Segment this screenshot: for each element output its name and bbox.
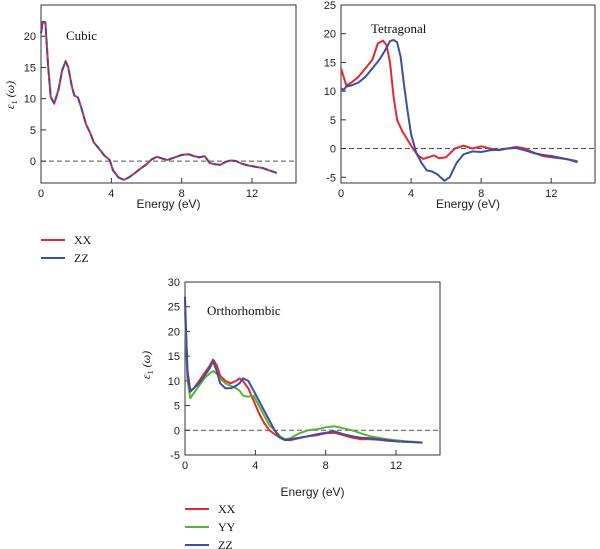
cubic-y-tick-label: 10 (24, 94, 36, 106)
cubic-x-tick-label: 4 (108, 188, 114, 200)
cubic-series-xx-line (40, 20, 278, 181)
cubic-plot-frame (40, 4, 297, 184)
orthorhombic-y-tick-label: 30 (168, 277, 180, 289)
tetragonal-panel-title: Tetragonal (371, 21, 427, 36)
orthorhombic-y-axis-label-rest: (ω) (139, 351, 153, 370)
orthorhombic-plot-frame (184, 281, 441, 456)
orthorhombic-series-zz-line (184, 296, 423, 444)
tetragonal-series-zz-line (340, 39, 578, 182)
orthorhombic-y-tick-label: 15 (168, 351, 180, 363)
cubic-y-tick-label: 0 (30, 156, 36, 168)
orthorhombic-y-axis-label-sub: 1 (146, 370, 155, 374)
cubic-y-tick-label: 5 (30, 125, 36, 137)
cubic-y-axis-label-sub: 1 (10, 100, 19, 104)
orthorhombic-x-tick-label: 4 (252, 460, 258, 472)
cubic-x-tick-label: 8 (179, 188, 185, 200)
cubic-panel-title: Cubic (66, 28, 97, 43)
orthorhombic-y-tick-label: 0 (174, 425, 180, 437)
orthorhombic-y-tick-label: 5 (174, 401, 180, 413)
tetragonal-x-axis-label: Energy (eV) (436, 197, 500, 211)
tetragonal-y-tick-label: 15 (324, 57, 336, 69)
cubic-y-axis-label-text: ε1 (ω) (3, 81, 19, 109)
tetragonal-x-tick-label: 8 (478, 188, 484, 200)
tetragonal-x-tick-label: 0 (338, 188, 344, 200)
orthorhombic-y-tick-label: 20 (168, 326, 180, 338)
orthorhombic-series-xx-line (184, 299, 423, 444)
orthorhombic-series-yy-line (184, 311, 423, 444)
cubic-x-axis-label: Energy (eV) (136, 197, 200, 211)
tetragonal-x-tick-label: 4 (408, 188, 414, 200)
tetragonal-y-tick-label: 10 (324, 86, 336, 98)
tetragonal-y-tick-label: -5 (326, 172, 336, 184)
orthorhombic-y-tick-label: -5 (170, 450, 180, 462)
legend-bottom-label: XX (218, 502, 236, 516)
cubic-x-tick-label: 0 (38, 188, 44, 200)
legend-bottom-label: ZZ (218, 538, 233, 549)
legend-top-label: XX (74, 233, 92, 247)
orthorhombic-x-tick-label: 0 (182, 460, 188, 472)
tetragonal-y-tick-label: 25 (324, 0, 336, 12)
orthorhombic-x-axis-label: Energy (eV) (280, 485, 344, 499)
orthorhombic-x-tick-label: 8 (323, 460, 329, 472)
orthorhombic-x-tick-label: 12 (390, 460, 402, 472)
cubic-y-tick-label: 15 (24, 62, 36, 74)
tetragonal-series-xx-line (340, 39, 578, 163)
tetragonal-plot-frame (340, 4, 596, 184)
orthorhombic-y-axis-label-text: ε1 (ω) (139, 351, 155, 379)
legend-top-label: ZZ (74, 251, 89, 265)
legend-bottom-label: YY (218, 520, 236, 534)
orthorhombic-panel-title: Orthorhombic (207, 303, 281, 318)
tetragonal-y-tick-label: 0 (330, 144, 336, 156)
orthorhombic-y-axis-label: ε1 (ω) (139, 351, 155, 379)
orthorhombic-y-tick-label: 10 (168, 376, 180, 388)
cubic-y-axis-label: ε1 (ω) (3, 81, 19, 109)
tetragonal-y-tick-label: 20 (324, 29, 336, 41)
cubic-series-zz-line (40, 20, 278, 181)
cubic-x-tick-label: 12 (246, 188, 258, 200)
cubic-y-tick-label: 20 (24, 31, 36, 43)
tetragonal-x-tick-label: 12 (545, 188, 557, 200)
tetragonal-y-tick-label: 5 (330, 115, 336, 127)
cubic-y-axis-label-rest: (ω) (3, 81, 17, 100)
orthorhombic-y-tick-label: 25 (168, 302, 180, 314)
